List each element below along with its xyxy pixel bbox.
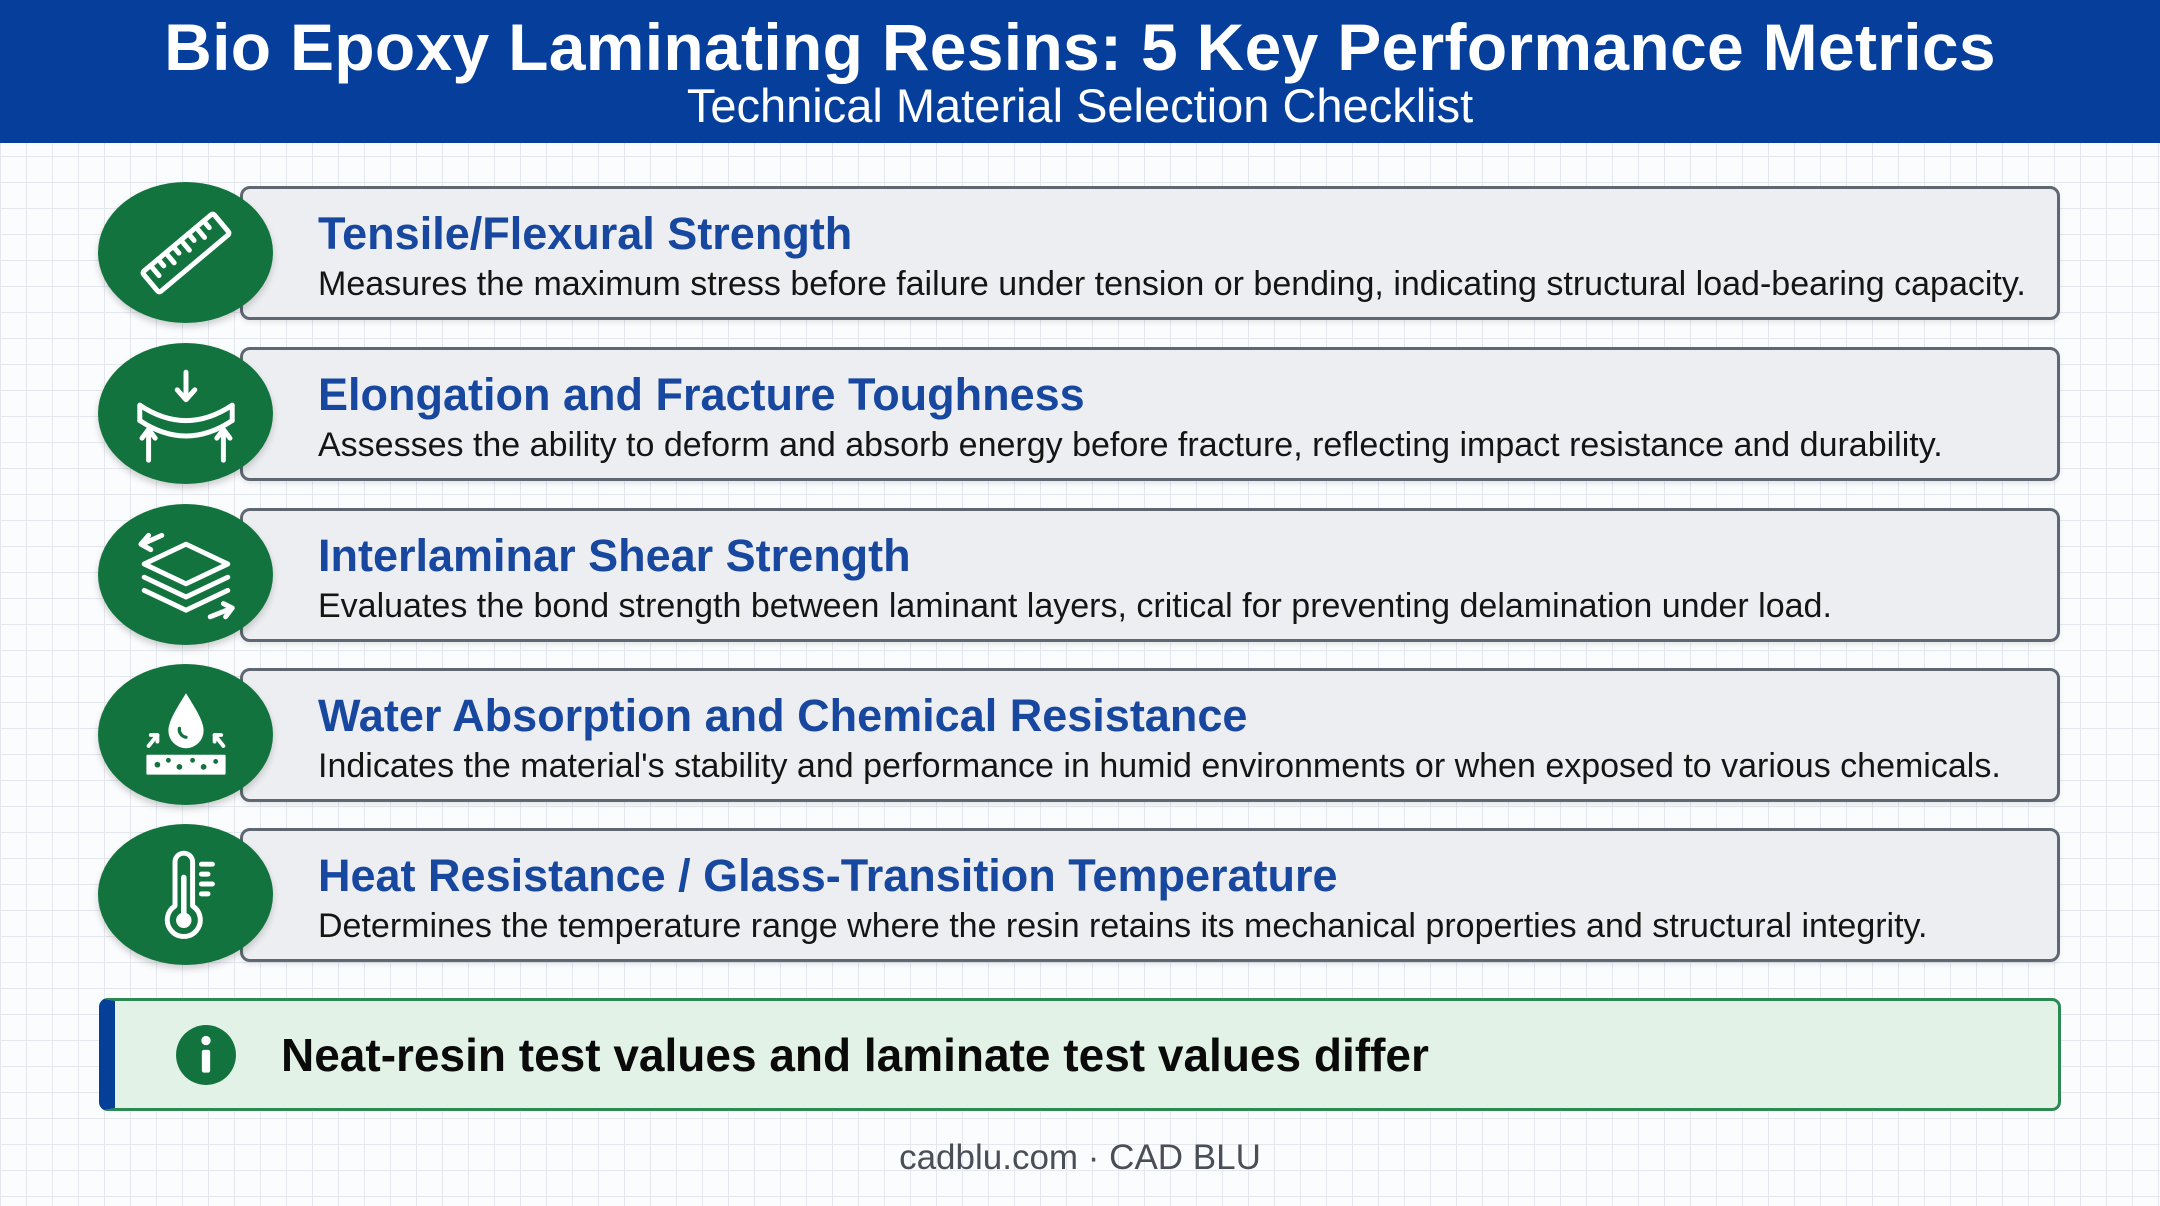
metric-description: Indicates the material's stability and p… (318, 747, 2001, 785)
metric-card-tensile: Tensile/Flexural Strength Measures the m… (240, 186, 2060, 320)
metric-title: Water Absorption and Chemical Resistance (318, 690, 1248, 741)
header-banner: Bio Epoxy Laminating Resins: 5 Key Perfo… (0, 0, 2160, 143)
ruler-icon (98, 182, 273, 323)
metric-card-elongation: Elongation and Fracture Toughness Assess… (240, 347, 2060, 481)
metric-card-heat-resistance: Heat Resistance / Glass-Transition Tempe… (240, 828, 2060, 962)
metric-title: Heat Resistance / Glass-Transition Tempe… (318, 850, 1338, 901)
page-subtitle: Technical Material Selection Checklist (686, 79, 1474, 132)
water-drop-icon (98, 664, 273, 805)
metric-title: Tensile/Flexural Strength (318, 208, 853, 259)
flexing-beam-icon (98, 343, 273, 484)
metric-description: Determines the temperature range where t… (318, 907, 1928, 945)
metric-card-water-absorption: Water Absorption and Chemical Resistance… (240, 668, 2060, 802)
metric-description: Evaluates the bond strength between lami… (318, 587, 1832, 625)
note-text: Neat-resin test values and laminate test… (281, 1029, 1429, 1081)
metric-title: Elongation and Fracture Toughness (318, 369, 1085, 420)
metric-description: Measures the maximum stress before failu… (318, 265, 2026, 303)
metric-description: Assesses the ability to deform and absor… (318, 426, 1943, 464)
metric-card-interlaminar: Interlaminar Shear Strength Evaluates th… (240, 508, 2060, 642)
note-callout: Neat-resin test values and laminate test… (99, 998, 2061, 1111)
metric-title: Interlaminar Shear Strength (318, 530, 911, 581)
info-icon (176, 1025, 236, 1085)
thermometer-icon (98, 824, 273, 965)
stacked-layers-icon (98, 504, 273, 645)
footer-credit: cadblu.com · CAD BLU (899, 1138, 1261, 1177)
page-title: Bio Epoxy Laminating Resins: 5 Key Perfo… (164, 10, 1996, 84)
